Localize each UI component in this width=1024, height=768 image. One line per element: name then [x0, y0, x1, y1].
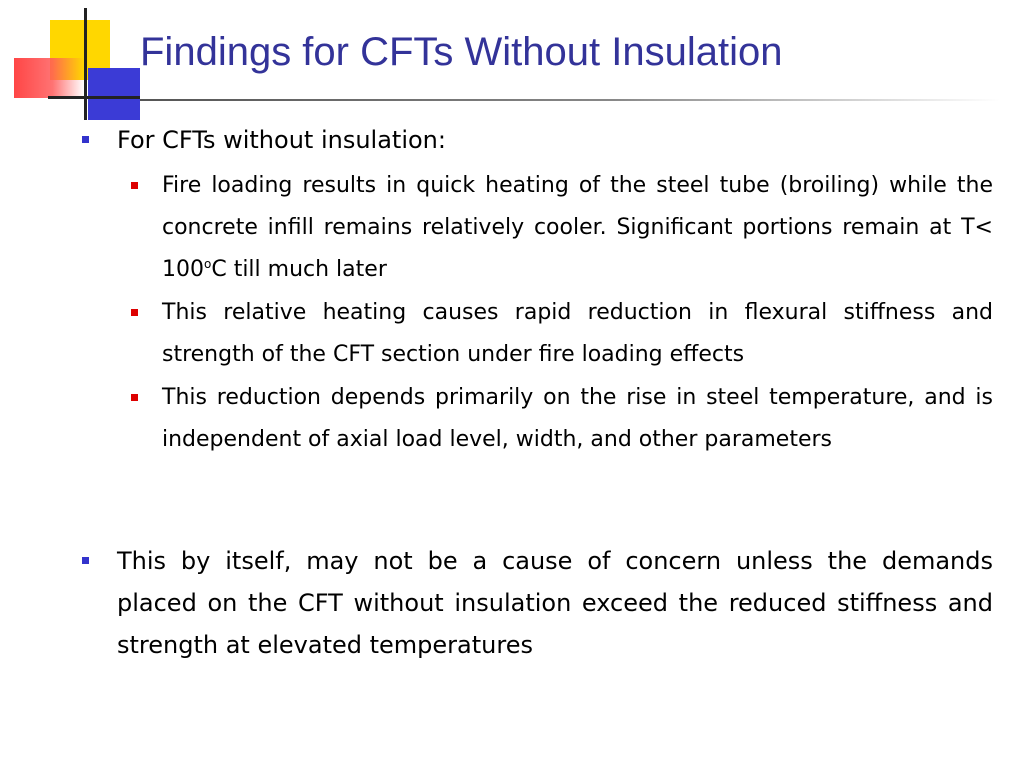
sub-bullet-text: Fire loading results in quick heating of…: [162, 165, 993, 291]
bullet-marker-icon: [82, 557, 89, 564]
logo-red-bar: [14, 58, 84, 98]
logo-horizontal-line: [48, 96, 140, 99]
sub-bullet-item: This reduction depends primarily on the …: [131, 377, 993, 461]
sub-bullet-text: This reduction depends primarily on the …: [162, 385, 993, 452]
sub-bullet-marker-icon: [131, 182, 138, 189]
title-divider: [140, 99, 1000, 101]
bullet-item: This by itself, may not be a cause of co…: [82, 540, 993, 666]
sub-bullet-text-tail: C till much later: [211, 257, 387, 282]
logo-blue-square: [88, 68, 140, 120]
sub-bullet-text-main: Fire loading results in quick heating of…: [162, 173, 993, 282]
sub-bullet-marker-icon: [131, 394, 138, 401]
logo-vertical-line: [84, 8, 87, 120]
sub-bullet-item: Fire loading results in quick heating of…: [131, 165, 993, 291]
sub-bullet-item: This relative heating causes rapid reduc…: [131, 292, 993, 376]
bullet-text: For CFTs without insulation:: [117, 126, 446, 154]
bullet-text: This by itself, may not be a cause of co…: [117, 547, 993, 659]
sub-bullet-text: This relative heating causes rapid reduc…: [162, 300, 993, 367]
bullet-marker-icon: [82, 136, 89, 143]
slide-title: Findings for CFTs Without Insulation: [140, 30, 783, 74]
sub-bullet-marker-icon: [131, 309, 138, 316]
bullet-item: For CFTs without insulation:: [82, 119, 993, 161]
degree-superscript: o: [204, 257, 212, 271]
